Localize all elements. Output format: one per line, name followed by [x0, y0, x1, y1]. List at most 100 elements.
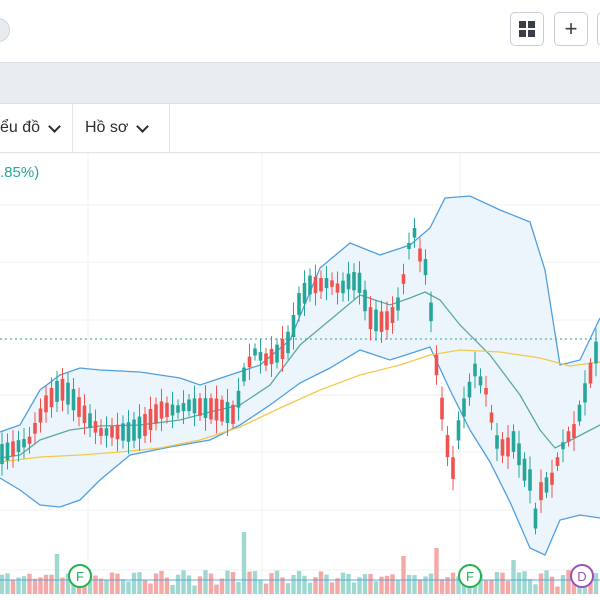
candle-body: [390, 306, 395, 324]
volume-bar: [10, 579, 16, 594]
candle-body: [561, 442, 565, 450]
candle-body: [176, 405, 180, 413]
candle-up: [522, 452, 527, 488]
candle-body: [214, 398, 219, 421]
volume-bar: [302, 575, 307, 594]
candle-up: [324, 265, 329, 301]
candle-down: [550, 459, 554, 498]
candle-up: [462, 386, 466, 429]
candle-body: [66, 382, 70, 405]
candle-body: [368, 307, 373, 330]
menu-profile[interactable]: Hồ sơ: [85, 104, 150, 152]
candle-body: [38, 408, 43, 423]
candle-down: [82, 394, 87, 435]
volume-bar: [54, 554, 60, 594]
candle-down: [159, 388, 164, 432]
candle-down: [539, 469, 543, 513]
candle-down: [93, 409, 98, 445]
volume-bar: [49, 574, 54, 594]
candle-body: [478, 376, 483, 386]
volume-bar: [368, 573, 373, 594]
candle-up: [104, 416, 109, 448]
candle-body: [451, 457, 455, 479]
candle-down: [335, 271, 340, 305]
candle-body: [495, 435, 499, 449]
candle-up: [291, 302, 296, 350]
volume-bar: [104, 579, 109, 594]
candle-down: [231, 400, 235, 429]
volume-bar: [489, 579, 494, 594]
candle-up: [528, 456, 532, 504]
volume-bar: [38, 577, 43, 594]
candle-up: [0, 432, 4, 476]
volume-bar: [115, 573, 120, 594]
candle-body: [522, 458, 527, 481]
candle-body: [5, 442, 10, 461]
volume-bar: [511, 560, 516, 594]
menu-chart[interactable]: ểu đồ: [0, 104, 61, 152]
volume-bar: [214, 584, 219, 594]
candle-body: [198, 398, 202, 416]
candle-body: [264, 353, 268, 366]
volume-bar: [395, 580, 401, 594]
candle-down: [49, 377, 54, 418]
candle-up: [308, 268, 312, 302]
toolbar-edge-control[interactable]: [0, 18, 10, 42]
volume-bar: [109, 572, 115, 594]
candle-down: [115, 412, 120, 452]
candle-up: [412, 217, 417, 248]
volume-bar: [593, 572, 599, 594]
candle-up: [467, 373, 472, 406]
candle-up: [170, 391, 175, 429]
candle-up: [407, 232, 411, 260]
volume-bar: [406, 574, 412, 594]
layout-button[interactable]: [510, 12, 544, 46]
candle-body: [379, 311, 384, 332]
volume-bar: [21, 576, 27, 594]
volume-bar: [131, 572, 137, 594]
candle-up: [66, 372, 70, 415]
volume-bar: [126, 581, 131, 594]
volume-bar: [577, 586, 582, 594]
volume-bar: [379, 576, 384, 594]
candle-body: [357, 272, 362, 293]
event-marker-earnings: F: [458, 564, 482, 588]
candle-down: [148, 396, 153, 443]
volume-bar: [280, 577, 285, 594]
candle-up: [121, 415, 125, 449]
volume-bar: [164, 577, 170, 594]
volume-bar: [417, 579, 423, 594]
candle-body: [170, 404, 175, 416]
volume-bar: [197, 576, 203, 594]
volume-bar: [230, 572, 236, 594]
candle-body: [247, 356, 252, 368]
menu-separator: [169, 104, 170, 152]
candle-down: [209, 393, 213, 425]
candle-body: [302, 282, 307, 304]
candle-down: [489, 404, 494, 431]
candle-up: [429, 291, 433, 333]
candle-up: [302, 270, 307, 317]
candle-body: [253, 348, 257, 356]
candle-body: [341, 280, 345, 294]
volume-bar: [32, 578, 38, 594]
add-button[interactable]: +: [554, 12, 588, 46]
plus-icon: +: [564, 16, 578, 41]
candle-up: [225, 389, 230, 436]
volume-bar: [461, 579, 467, 594]
volume-bar: [483, 580, 489, 594]
volume-bar: [560, 575, 566, 594]
candle-body: [324, 278, 329, 289]
candlesticks: [0, 217, 598, 535]
volume-bar: [566, 570, 571, 594]
candle-body: [429, 302, 433, 322]
volume-bar: [439, 579, 445, 594]
volume-bar: [269, 573, 274, 594]
menu-separator: [72, 104, 73, 152]
candle-down: [330, 272, 334, 295]
volume-bar: [527, 579, 533, 594]
volume-bar: [263, 583, 269, 594]
candle-up: [363, 280, 367, 321]
candle-body: [445, 435, 450, 458]
